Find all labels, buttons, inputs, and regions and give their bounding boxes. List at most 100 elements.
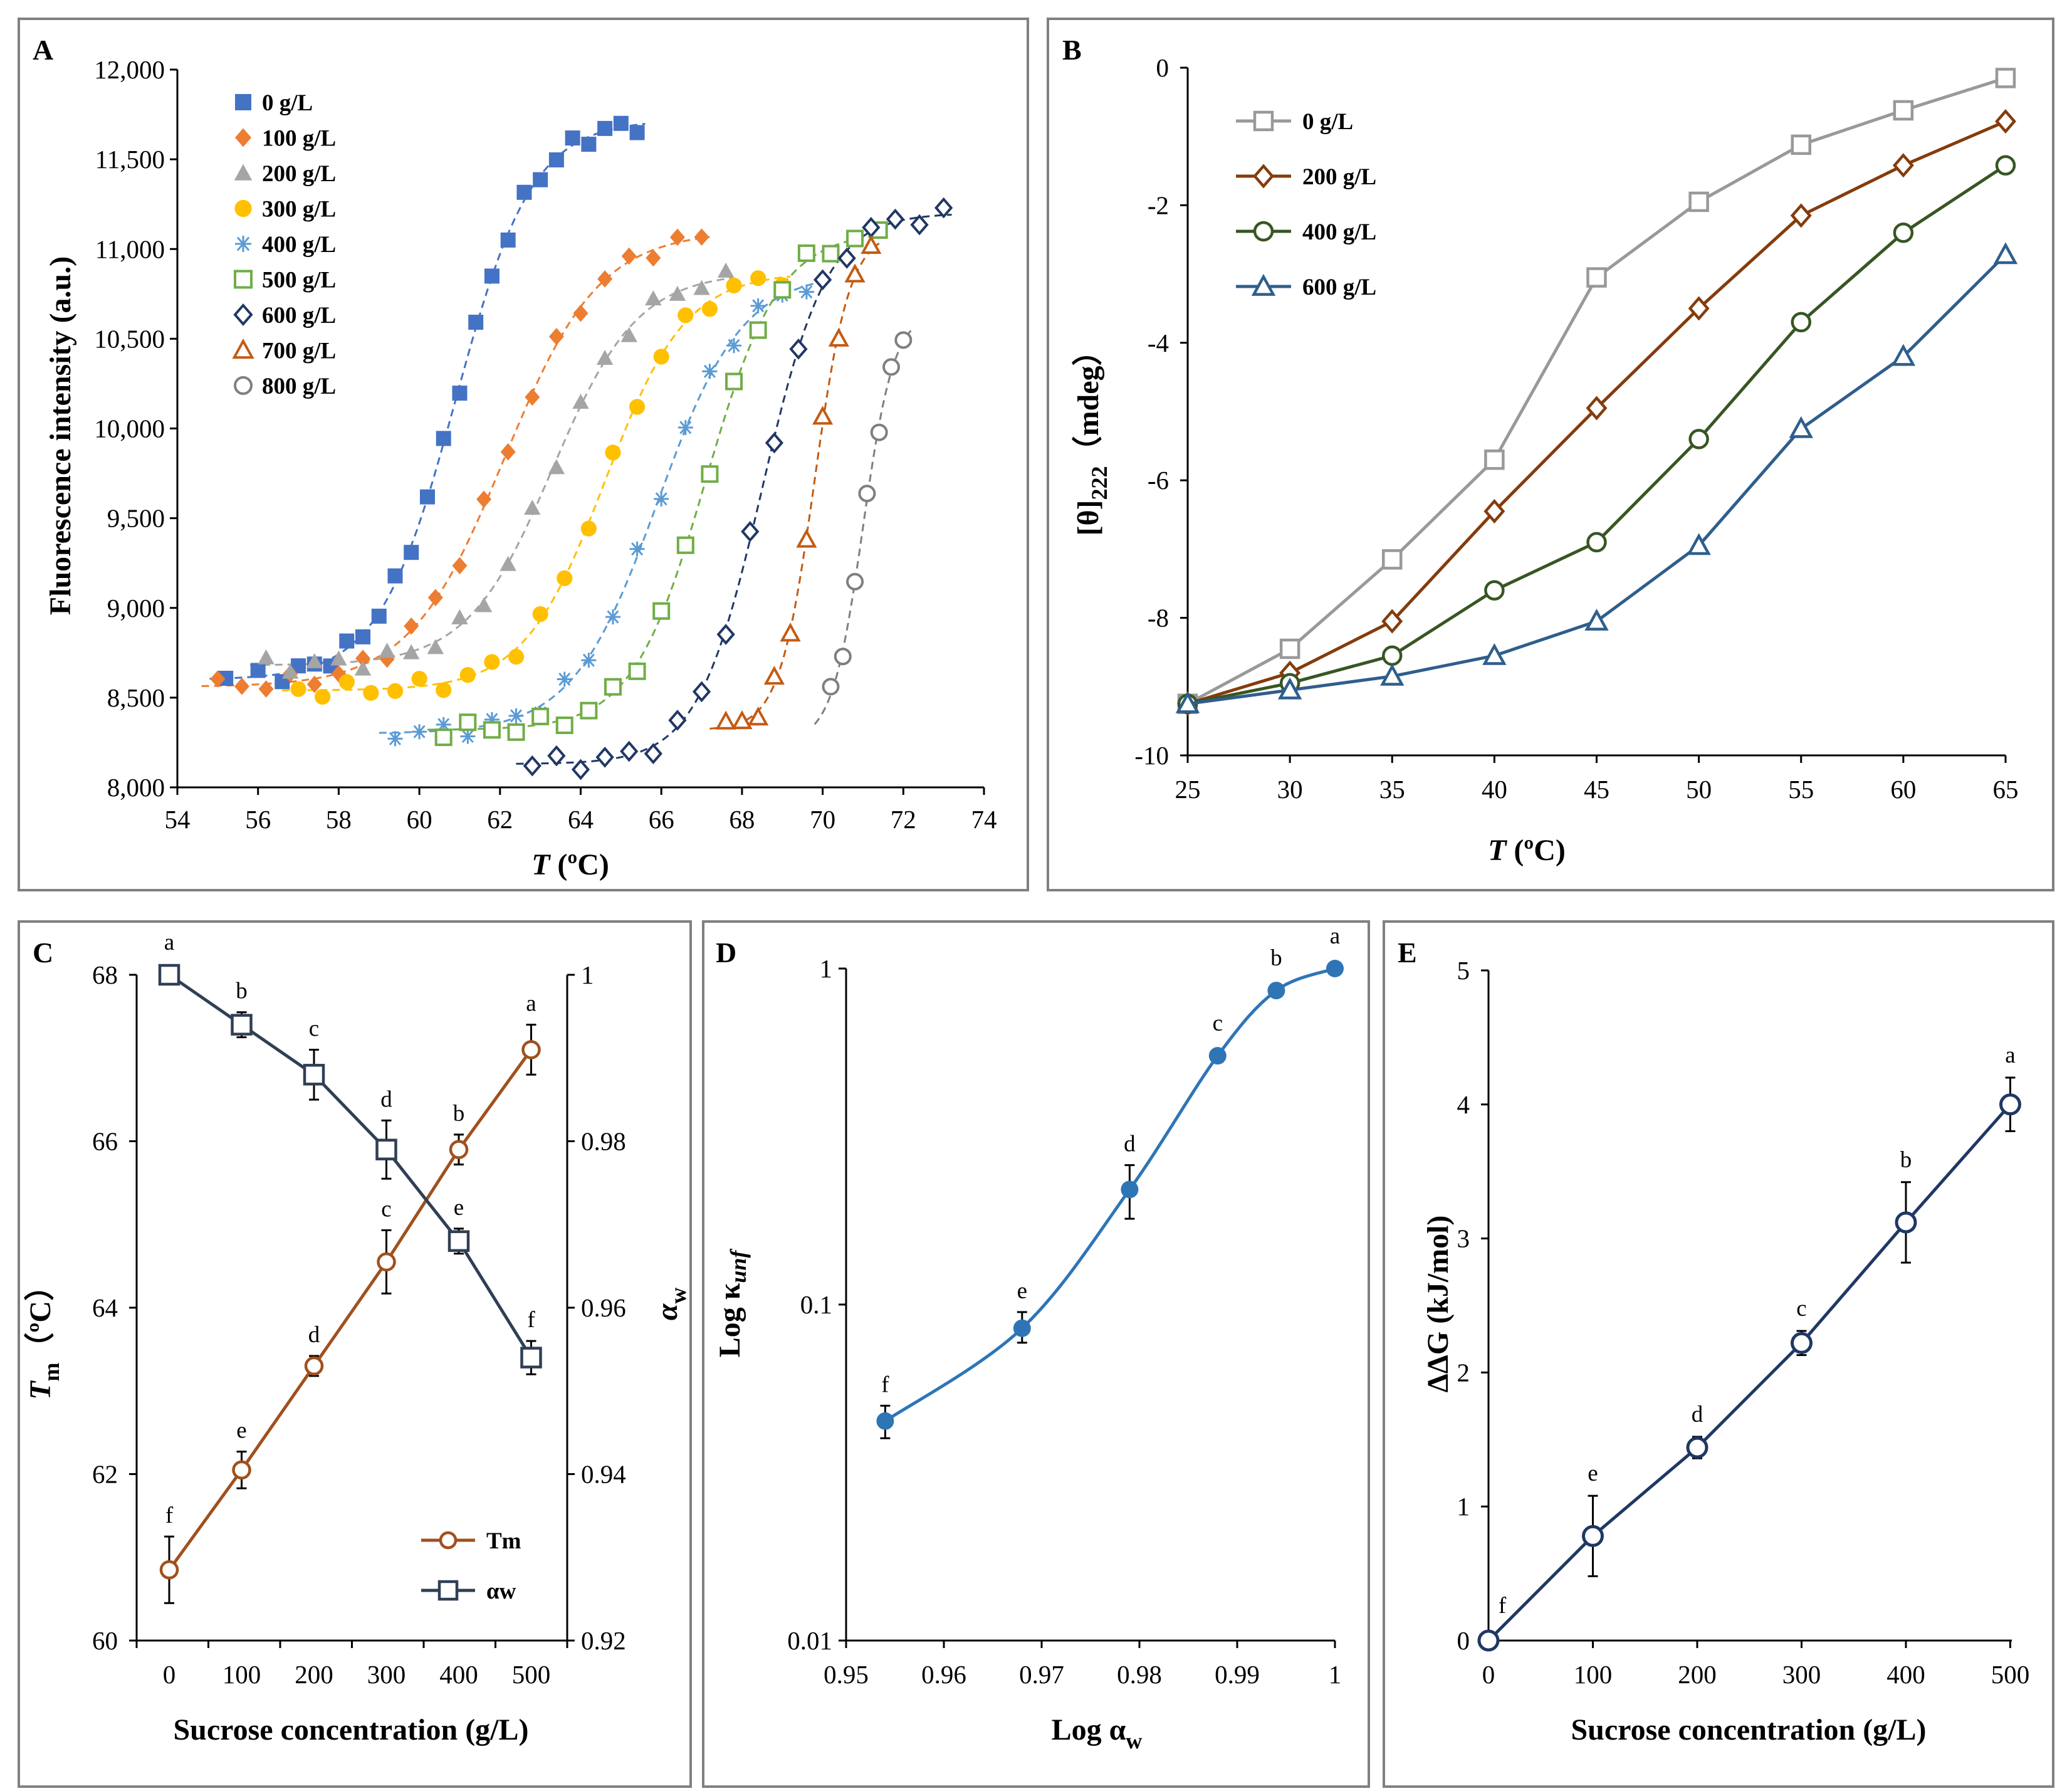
y-tick-label: 1 xyxy=(1457,1492,1470,1521)
data-point xyxy=(484,654,500,670)
panel-e-xlabel: Sucrose concentration (g/L) xyxy=(1571,1713,1926,1746)
legend-marker xyxy=(437,1580,459,1601)
data-point xyxy=(669,228,685,246)
panel-c-series: f e d c b a a b c d e f xyxy=(158,930,542,1604)
y-left-tick-label: 60 xyxy=(92,1626,118,1655)
data-point xyxy=(861,234,882,255)
y-tick-label: 10,500 xyxy=(94,324,165,353)
significance-letter: f xyxy=(1499,1593,1507,1619)
panel-c-chart: 0 100 200 300 400 500 60 62 64 66 68 0.92 0.94 0.96 0.… xyxy=(24,930,691,1746)
y-tick-label: -8 xyxy=(1148,604,1169,633)
legend-marker xyxy=(234,376,253,395)
data-point xyxy=(749,321,767,339)
legend-label: 600 g/L xyxy=(262,303,336,328)
data-point xyxy=(1892,153,1914,178)
data-point xyxy=(507,723,525,741)
legend-label: 0 g/L xyxy=(262,90,313,116)
x-tick-label: 200 xyxy=(295,1660,333,1689)
data-point xyxy=(726,277,742,293)
data-point xyxy=(725,372,743,391)
data-point xyxy=(870,423,888,441)
panel-a-letter: A xyxy=(33,34,53,66)
y-tick-label: -10 xyxy=(1134,741,1169,770)
x-tick-label: 1 xyxy=(1329,1660,1342,1689)
data-point xyxy=(1382,549,1403,570)
panel-c-letter: C xyxy=(33,937,53,969)
data-point xyxy=(678,307,694,323)
significance-letter: f xyxy=(881,1372,889,1397)
data-point xyxy=(1687,533,1711,555)
x-tick-label: 70 xyxy=(810,805,835,834)
significance-letter: d xyxy=(1124,1132,1136,1157)
data-point xyxy=(500,555,516,571)
data-point xyxy=(678,419,693,435)
data-point xyxy=(565,130,580,146)
data-point xyxy=(621,247,637,265)
data-point xyxy=(1482,643,1507,665)
panel-e-chart: 0 100 200 300 400 500 0 1 2 3 4 5 f e d c b a Sucrose co… xyxy=(1421,956,2029,1746)
data-point xyxy=(580,520,597,537)
fit-curve-300gL xyxy=(282,275,791,691)
data-point xyxy=(894,331,913,349)
legend-label: Tm xyxy=(486,1528,521,1554)
legend-marker xyxy=(1251,273,1276,296)
x-tick-label: 60 xyxy=(407,805,432,834)
data-point xyxy=(557,671,572,687)
data-point xyxy=(694,228,709,246)
data-point xyxy=(525,388,540,406)
data-point xyxy=(763,666,785,685)
data-point xyxy=(1993,242,2018,265)
data-point xyxy=(234,678,249,695)
legend-label: 700 g/L xyxy=(262,339,336,364)
data-point xyxy=(716,624,735,645)
data-point xyxy=(483,721,501,739)
panel-b-series xyxy=(1175,68,2018,717)
data-point xyxy=(1789,416,1813,438)
significance-letter: c xyxy=(309,1016,319,1041)
data-point xyxy=(355,629,371,644)
y-left-tick-label: 64 xyxy=(92,1293,118,1322)
significance-letter: e xyxy=(454,1195,464,1221)
x-tick-label: 55 xyxy=(1788,775,1814,804)
data-point xyxy=(828,327,849,347)
data-point xyxy=(1484,580,1505,601)
x-tick-label: 0.95 xyxy=(824,1660,869,1689)
data-point xyxy=(1686,1436,1708,1459)
fit-curve-700gL xyxy=(709,242,880,730)
data-point xyxy=(654,491,669,507)
data-point xyxy=(427,639,444,654)
data-point xyxy=(484,268,500,284)
data-point xyxy=(1382,645,1403,666)
panel-d-series: f e d c b a xyxy=(876,923,1344,1439)
data-point xyxy=(605,609,620,625)
x-tick-label: 0.98 xyxy=(1117,1660,1162,1689)
series-line xyxy=(884,967,1336,1422)
data-point xyxy=(812,406,834,425)
data-point xyxy=(436,431,451,446)
x-tick-label: 300 xyxy=(1782,1660,1821,1689)
y-tick-label: 0 xyxy=(1156,53,1169,82)
x-tick-label: 66 xyxy=(649,805,674,834)
data-point xyxy=(1326,960,1344,977)
data-point xyxy=(339,633,355,649)
data-point xyxy=(822,244,840,263)
y-tick-label: 8,000 xyxy=(107,773,165,802)
y-tick-label: 0.01 xyxy=(787,1626,832,1655)
data-point xyxy=(210,670,226,688)
significance-letter: e xyxy=(1588,1461,1598,1486)
x-tick-label: 0.96 xyxy=(921,1660,966,1689)
y-tick-label: -4 xyxy=(1148,328,1169,357)
data-point xyxy=(629,399,646,415)
x-tick-label: 300 xyxy=(367,1660,406,1689)
data-point xyxy=(304,1356,324,1376)
data-point xyxy=(387,731,403,747)
data-point xyxy=(258,649,275,664)
panel-a-legend: 0 g/L 100 g/L 200 g/L 300 g/L 400 g/L 500 g/L… xyxy=(232,90,336,399)
data-point xyxy=(1791,134,1811,155)
panel-e-axes: 0 100 200 300 400 500 0 1 2 3 4 5 xyxy=(1457,956,2030,1689)
panel-b-frame xyxy=(1047,18,2054,891)
y-tick-label: 9,000 xyxy=(107,594,165,622)
y-right-tick-label: 0.98 xyxy=(581,1127,626,1156)
data-point xyxy=(508,708,524,723)
